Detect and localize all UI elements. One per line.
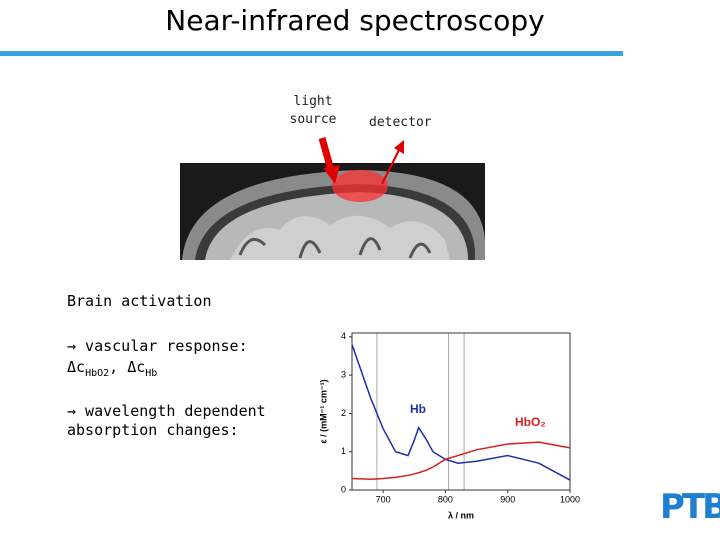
slide-title: Near-infrared spectroscopy — [165, 4, 545, 37]
bullet: → vascular response: — [67, 337, 248, 355]
formula: ΔcHbO2, ΔcHb — [67, 358, 157, 383]
heading: Brain activation — [67, 292, 212, 310]
detector-label: detector — [369, 115, 432, 130]
series-line — [351, 344, 571, 481]
bullet: → wavelength dependent absorption change… — [67, 402, 266, 440]
y-tick-label: 0 — [341, 484, 346, 494]
y-tick-label: 3 — [341, 369, 346, 379]
y-tick-label: 2 — [341, 408, 346, 418]
bullet-line: absorption changes: — [67, 421, 239, 439]
x-tick-label: 800 — [438, 494, 453, 504]
bullet-line: → wavelength dependent — [67, 402, 266, 420]
formula-sub: Hb — [145, 368, 158, 379]
series-label: HbO₂ — [515, 415, 546, 429]
title-rule — [0, 51, 623, 56]
series-label: Hb — [410, 402, 426, 416]
label-line: light — [293, 94, 333, 109]
source-arrowhead — [323, 165, 340, 184]
brain-illustration — [180, 137, 485, 260]
x-tick-label: 900 — [500, 494, 515, 504]
mri-gyri — [230, 215, 450, 260]
detector-arrowhead — [394, 140, 404, 154]
x-tick-label: 700 — [376, 494, 391, 504]
y-tick-label: 1 — [341, 446, 346, 456]
y-tick-label: 4 — [341, 331, 346, 341]
x-axis-label: λ / nm — [448, 510, 474, 520]
source-arrow — [318, 137, 335, 171]
series-line — [351, 441, 571, 481]
y-axis-label: ε / (mM⁻¹ cm⁻¹) — [318, 379, 328, 443]
light-source-label: light source — [285, 93, 341, 129]
absorption-chart: 700 800 900 1000 0 1 2 3 4 λ / nm ε / (mM⁻¹ cm⁻¹) H… — [318, 331, 580, 520]
formula-sub: HbO2 — [85, 368, 110, 379]
logo: PTB — [660, 487, 720, 527]
formula-text: Δc — [67, 358, 86, 376]
label-line: source — [289, 112, 337, 127]
activation-spot — [332, 170, 388, 202]
formula-text: , Δc — [109, 358, 146, 376]
plot-frame — [351, 332, 571, 491]
mri-sulci — [238, 237, 432, 259]
detector-arrow — [381, 149, 400, 185]
x-tick-label: 1000 — [560, 494, 580, 504]
